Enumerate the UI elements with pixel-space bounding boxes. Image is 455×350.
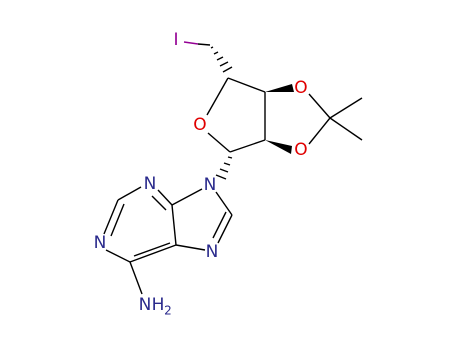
atom-label: N: [144, 174, 157, 194]
atom-label: I: [173, 30, 178, 50]
atom-label: H: [152, 295, 165, 315]
hashed-bond: [210, 46, 233, 73]
atom-label: O: [294, 78, 307, 98]
atom-label: O: [193, 115, 206, 135]
atom-label: N: [206, 242, 219, 262]
atom-label: N: [204, 175, 217, 195]
atom-label: N: [139, 295, 152, 315]
hashed-bond: [215, 156, 233, 180]
wedge-bond: [265, 84, 294, 92]
wedge-bond: [265, 140, 292, 154]
atom-subscript: 2: [164, 304, 172, 318]
atom-label: N: [94, 233, 107, 253]
atom-label: O: [294, 140, 307, 160]
bonds: [103, 41, 363, 295]
